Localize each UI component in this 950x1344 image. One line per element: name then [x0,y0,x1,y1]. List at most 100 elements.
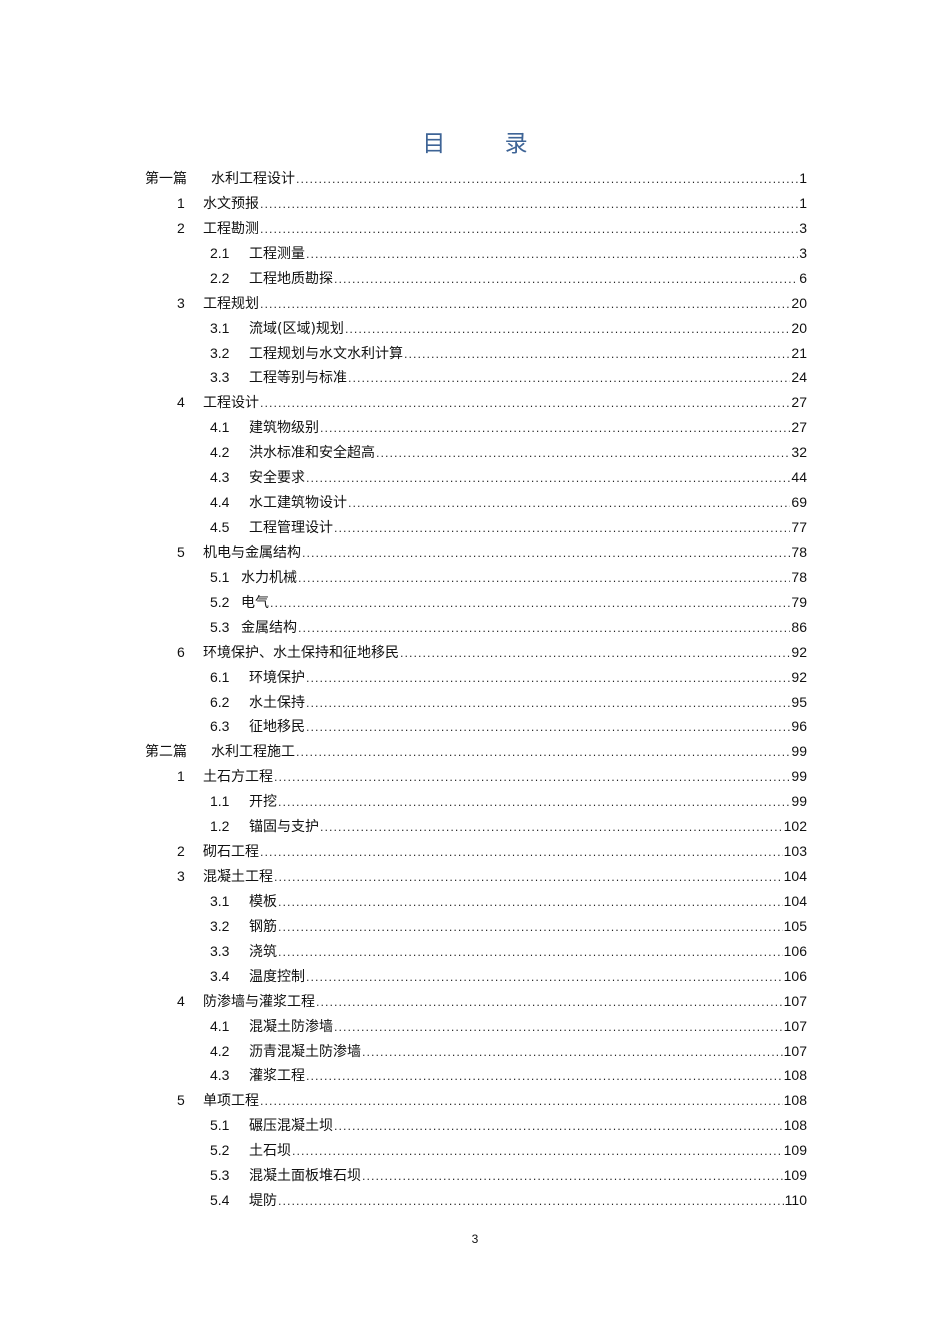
toc-entry-title: 水工建筑物设计 [249,495,347,512]
toc-entry-number: 3 [177,294,185,311]
toc-entry-number: 4 [177,992,185,1009]
dot-leader [260,1090,783,1114]
toc-entry-page: 107 [783,992,807,1009]
toc-entry-number: 3 [177,868,185,885]
toc-entry-page: 107 [783,1017,807,1034]
toc-entry[interactable]: 1 水文预报 1 [177,191,807,215]
dot-leader [298,567,790,591]
toc-entry-page: 108 [783,1092,807,1109]
toc-entry-number: 5.2 [210,1142,230,1159]
dot-leader [260,392,790,416]
toc-entry[interactable]: 2 砌石工程 103 [177,839,807,863]
toc-entry-page: 104 [783,892,807,909]
toc-entry[interactable]: 3.2 钢筋 105 [210,914,807,938]
dot-leader [278,941,783,965]
toc-entry-page: 78 [791,543,807,560]
toc-entry-page: 99 [791,743,807,760]
toc-entry[interactable]: 3 工程规划 20 [177,291,807,315]
toc-entry[interactable]: 5.1 碾压混凝土坝 108 [210,1113,807,1137]
toc-entry-title: 堤防 [249,1193,277,1210]
toc-entry[interactable]: 2 工程勘测 3 [177,216,807,240]
toc-entry-page: 32 [791,444,807,461]
toc-entry[interactable]: 3.1 模板 104 [210,889,807,913]
toc-entry[interactable]: 3.3 工程等别与标准 24 [210,365,807,389]
toc-entry[interactable]: 第一篇 水利工程设计 1 [145,166,807,190]
toc-entry[interactable]: 3.2 工程规划与水文水利计算 21 [210,341,807,365]
toc-entry-number: 6.3 [210,718,230,735]
toc-entry[interactable]: 4.1 建筑物级别 27 [210,415,807,439]
toc-entry-number: 3.1 [210,319,230,336]
dot-leader [302,542,790,566]
toc-entry[interactable]: 3 混凝土工程 104 [177,864,807,888]
toc-entry-number: 3.4 [210,967,230,984]
toc-entry[interactable]: 4.1 混凝土防渗墙 107 [210,1014,807,1038]
toc-entry[interactable]: 4 工程设计 27 [177,390,807,414]
toc-entry[interactable]: 2.2 工程地质勘探 6 [210,266,807,290]
toc-entry[interactable]: 4.5 工程管理设计 77 [210,515,807,539]
toc-entry[interactable]: 6.2 水土保持 95 [210,690,807,714]
toc-entry[interactable]: 6.3 征地移民 96 [210,714,807,738]
toc-entry[interactable]: 4.4 水工建筑物设计 69 [210,490,807,514]
dot-leader [376,442,790,466]
toc-entry-title: 环境保护 [249,669,305,686]
toc-entry-page: 79 [791,593,807,610]
toc-entry-number: 4.5 [210,519,230,536]
toc-entry-page: 95 [791,693,807,710]
toc-entry[interactable]: 4.2 洪水标准和安全超高 32 [210,440,807,464]
toc-entry[interactable]: 5.2 土石坝 109 [210,1138,807,1162]
dot-leader [306,692,790,716]
dot-leader [278,791,790,815]
toc-entry[interactable]: 4.3 安全要求 44 [210,465,807,489]
toc-entry[interactable]: 5.3 金属结构 86 [210,615,807,639]
toc-entry-number: 5.1 [210,568,230,585]
toc-entry-page: 44 [791,469,807,486]
toc-entry[interactable]: 1.1 开挖 99 [210,789,807,813]
toc-entry-number: 5.2 [210,593,230,610]
toc-entry[interactable]: 5 机电与金属结构 78 [177,540,807,564]
toc-entry[interactable]: 5.2 电气 79 [210,590,807,614]
toc-entry[interactable]: 3.3 浇筑 106 [210,939,807,963]
toc-entry[interactable]: 4.3 灌浆工程 108 [210,1063,807,1087]
toc-entry-title: 钢筋 [249,918,277,935]
toc-entry[interactable]: 5.1 水力机械 78 [210,565,807,589]
toc-entry[interactable]: 3.1 流域(区域)规划 20 [210,316,807,340]
toc-entry[interactable]: 6 环境保护、水土保持和征地移民 92 [177,640,807,664]
toc-entry[interactable]: 4 防渗墙与灌浆工程 107 [177,989,807,1013]
toc-entry-number: 4.3 [210,1067,230,1084]
toc-entry[interactable]: 4.2 沥青混凝土防渗墙 107 [210,1039,807,1063]
toc-entry-number: 6 [177,643,185,660]
toc-entry-title: 工程测量 [249,245,305,262]
toc-entry[interactable]: 5 单项工程 108 [177,1088,807,1112]
toc-entry-title: 征地移民 [249,719,305,736]
dot-leader [306,1065,783,1089]
toc-entry[interactable]: 5.4 堤防 110 [210,1188,807,1212]
dot-leader [334,1016,783,1040]
toc-entry[interactable]: 3.4 温度控制 106 [210,964,807,988]
toc-entry-title: 土石坝 [249,1143,291,1160]
dot-leader [320,816,783,840]
dot-leader [292,1140,783,1164]
toc-entry[interactable]: 第二篇 水利工程施工 99 [145,739,807,763]
dot-leader [306,243,798,267]
toc-entry-page: 99 [791,768,807,785]
dot-leader [348,492,790,516]
toc-entry-title: 防渗墙与灌浆工程 [203,993,315,1010]
toc-entry-number: 第一篇 [145,170,187,186]
toc-entry[interactable]: 5.3 混凝土面板堆石坝 109 [210,1163,807,1187]
toc-entry-title: 模板 [249,893,277,910]
toc-entry-title: 浇筑 [249,943,277,960]
toc-entry-number: 3.3 [210,942,230,959]
toc-entry-number: 5 [177,543,185,560]
toc-entry-page: 20 [791,319,807,336]
toc-entry[interactable]: 6.1 环境保护 92 [210,665,807,689]
toc-entry-page: 108 [783,1117,807,1134]
toc-entry-number: 第二篇 [145,743,187,760]
toc-entry-page: 27 [791,394,807,411]
toc-entry[interactable]: 1 土石方工程 99 [177,764,807,788]
toc-entry-page: 24 [791,369,807,386]
toc-entry-page: 77 [791,519,807,536]
toc-entry-page: 27 [791,419,807,436]
toc-entry[interactable]: 1.2 锚固与支护 102 [210,814,807,838]
toc-entry[interactable]: 2.1 工程测量 3 [210,241,807,265]
dot-leader [260,841,783,865]
